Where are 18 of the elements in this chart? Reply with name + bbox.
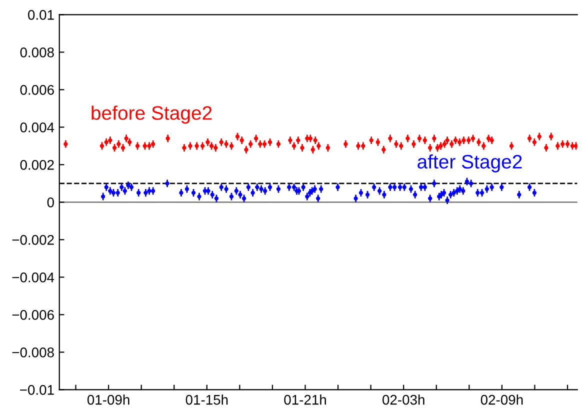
y-tick-label: −0.008	[12, 348, 54, 358]
x-tick-label: 01-09h	[87, 394, 130, 405]
y-tick-label: −0.002	[12, 235, 54, 245]
series-label: after Stage2	[418, 154, 522, 172]
x-tick-label: 02-03h	[382, 394, 424, 405]
series-label: before Stage2	[92, 106, 212, 124]
y-tick-label: 0.01	[28, 10, 54, 20]
y-tick-label: −0.006	[12, 310, 54, 320]
x-tick-label: 01-21h	[284, 394, 326, 405]
x-tick-label: 02-09h	[480, 394, 523, 405]
y-tick-label: 0	[47, 198, 54, 208]
y-tick-label: 0.008	[20, 48, 54, 58]
y-tick-label: 0.004	[20, 122, 54, 132]
y-tick-label: −0.004	[12, 272, 54, 282]
x-tick-label: 01-15h	[186, 394, 228, 405]
y-tick-label: −0.01	[20, 385, 54, 395]
y-tick-label: 0.002	[20, 160, 54, 170]
y-tick-label: 0.006	[20, 85, 54, 95]
